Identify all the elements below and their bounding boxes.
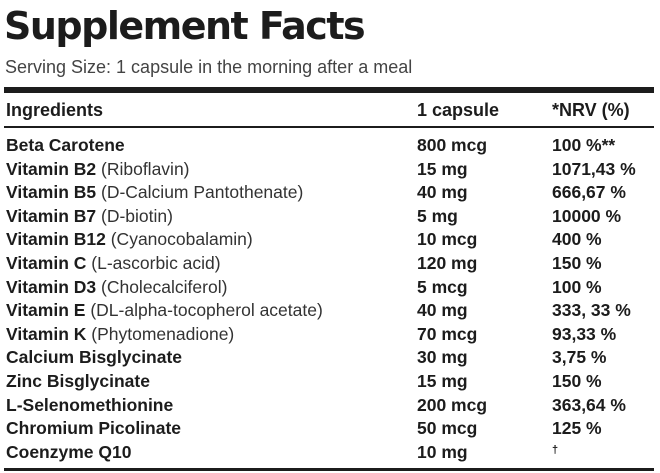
ingredient-nrv: 100 % [552,276,602,297]
ingredient-name-cell: Vitamin B5 (D-Calcium Pantothenate) [6,181,303,205]
ingredient-detail: (Phytomenadione) [91,323,235,344]
thin-divider [4,126,654,128]
ingredient-amount: 30 mg [417,347,468,368]
ingredient-name: Vitamin B12 [6,229,106,250]
ingredient-name-cell: Vitamin B7 (D-biotin) [6,205,173,229]
ingredient-name-cell: Beta Carotene [6,134,125,158]
ingredient-nrv: 150 % [552,370,602,391]
ingredient-name-cell: Vitamin E (DL-alpha-tocopherol acetate) [6,299,323,323]
ingredient-amount: 40 mg [417,300,468,321]
ingredient-nrv: 150 % [552,252,602,273]
ingredient-amount: 5 mg [417,205,458,226]
ingredient-amount: 10 mg [417,441,468,462]
ingredient-nrv: 93,33 % [552,323,617,344]
ingredient-name: L-Selenomethionine [6,394,174,415]
ingredient-name-cell: Vitamin B12 (Cyanocobalamin) [6,228,253,252]
table-row: Vitamin B5 (D-Calcium Pantothenate) 40 mg… [6,181,654,205]
ingredient-amount: 50 mcg [417,418,478,439]
serving-size: Serving Size: 1 capsule in the morning a… [5,57,413,77]
ingredient-nrv: 125 % [552,418,602,439]
thick-divider [4,87,654,93]
ingredient-list: Beta Carotene 800 mcg 100 %** Vitamin B2 (R… [6,134,654,464]
ingredient-detail: (DL-alpha-tocopherol acetate) [90,300,323,321]
ingredient-nrv: 10000 % [552,205,622,226]
ingredient-detail: (D-Calcium Pantothenate) [101,182,304,203]
ingredient-detail: (Cholecalciferol) [101,276,228,297]
ingredient-nrv: † [552,443,559,456]
ingredient-nrv: 100 %** [552,135,616,155]
ingredient-name-cell: Coenzyme Q10 [6,441,131,465]
bottom-divider [4,468,654,471]
ingredient-nrv: 1071,43 % [552,158,636,179]
ingredient-amount: 800 mcg [417,135,488,155]
table-row: Vitamin B7 (D-biotin) 5 mg 10000 % [6,205,654,229]
ingredient-nrv: 363,64 % [552,394,626,415]
ingredient-amount: 70 mcg [417,323,478,344]
table-row: L-Selenomethionine 200 mcg 363,64 % [6,394,654,418]
ingredient-amount: 120 mg [417,252,478,273]
ingredient-name: Vitamin E [6,300,86,321]
table-row: Vitamin B12 (Cyanocobalamin) 10 mcg 400 % [6,228,654,252]
ingredient-amount: 15 mg [417,370,468,391]
ingredient-name: Beta Carotene [6,135,125,155]
header-ingredients: Ingredients [6,100,104,120]
ingredient-name-cell: Vitamin K (Phytomenadione) [6,323,234,347]
ingredient-name: Vitamin B7 [6,205,97,226]
ingredient-detail: (Riboflavin) [101,158,190,179]
ingredient-name-cell: Zinc Bisglycinate [6,370,150,394]
ingredient-name-cell: Chromium Picolinate [6,417,181,441]
ingredient-name-cell: Vitamin C (L-ascorbic acid) [6,252,221,276]
ingredient-nrv: 333, 33 % [552,300,631,321]
table-row: Coenzyme Q10 10 mg † [6,441,654,465]
ingredient-name: Calcium Bisglycinate [6,347,183,368]
ingredient-name: Vitamin C [6,252,87,273]
ingredient-amount: 15 mg [417,158,468,179]
ingredient-detail: (Cyanocobalamin) [110,229,253,250]
ingredient-name-cell: Calcium Bisglycinate [6,346,182,370]
table-header: Ingredients 1 capsule *NRV (%) [6,98,654,122]
table-row: Vitamin C (L-ascorbic acid) 120 mg 150 % [6,252,654,276]
ingredient-name: Vitamin B5 [6,182,97,203]
ingredient-amount: 200 mcg [417,394,488,415]
ingredient-name: Chromium Picolinate [6,418,182,439]
ingredient-amount: 5 mcg [417,276,468,297]
ingredient-name-cell: L-Selenomethionine [6,394,173,418]
ingredient-detail: (D-biotin) [101,205,173,226]
ingredient-name: Zinc Bisglycinate [6,370,150,391]
panel-title: Supplement Facts [4,4,366,48]
table-row: Beta Carotene 800 mcg 100 %** [6,134,654,158]
ingredient-name: Coenzyme Q10 [6,441,132,462]
ingredient-nrv: 400 % [552,229,602,250]
header-amount: 1 capsule [417,100,500,120]
ingredient-name: Vitamin D3 [6,276,97,297]
ingredient-nrv: 3,75 % [552,347,607,368]
table-row: Vitamin D3 (Cholecalciferol) 5 mcg 100 % [6,276,654,300]
ingredient-name: Vitamin K [6,323,87,344]
table-row: Vitamin B2 (Riboflavin) 15 mg 1071,43 % [6,158,654,182]
table-row: Chromium Picolinate 50 mcg 125 % [6,417,654,441]
table-row: Vitamin E (DL-alpha-tocopherol acetate) 4… [6,299,654,323]
table-row: Zinc Bisglycinate 15 mg 150 % [6,370,654,394]
header-nrv: *NRV (%) [552,100,630,120]
ingredient-nrv: 666,67 % [552,182,626,203]
ingredient-name: Vitamin B2 [6,158,97,179]
table-row: Vitamin K (Phytomenadione) 70 mcg 93,33 % [6,323,654,347]
ingredient-amount: 40 mg [417,182,468,203]
ingredient-amount: 10 mcg [417,229,478,250]
ingredient-detail: (L-ascorbic acid) [91,252,221,273]
table-row: Calcium Bisglycinate 30 mg 3,75 % [6,346,654,370]
ingredient-name-cell: Vitamin D3 (Cholecalciferol) [6,276,227,300]
ingredient-name-cell: Vitamin B2 (Riboflavin) [6,158,190,182]
